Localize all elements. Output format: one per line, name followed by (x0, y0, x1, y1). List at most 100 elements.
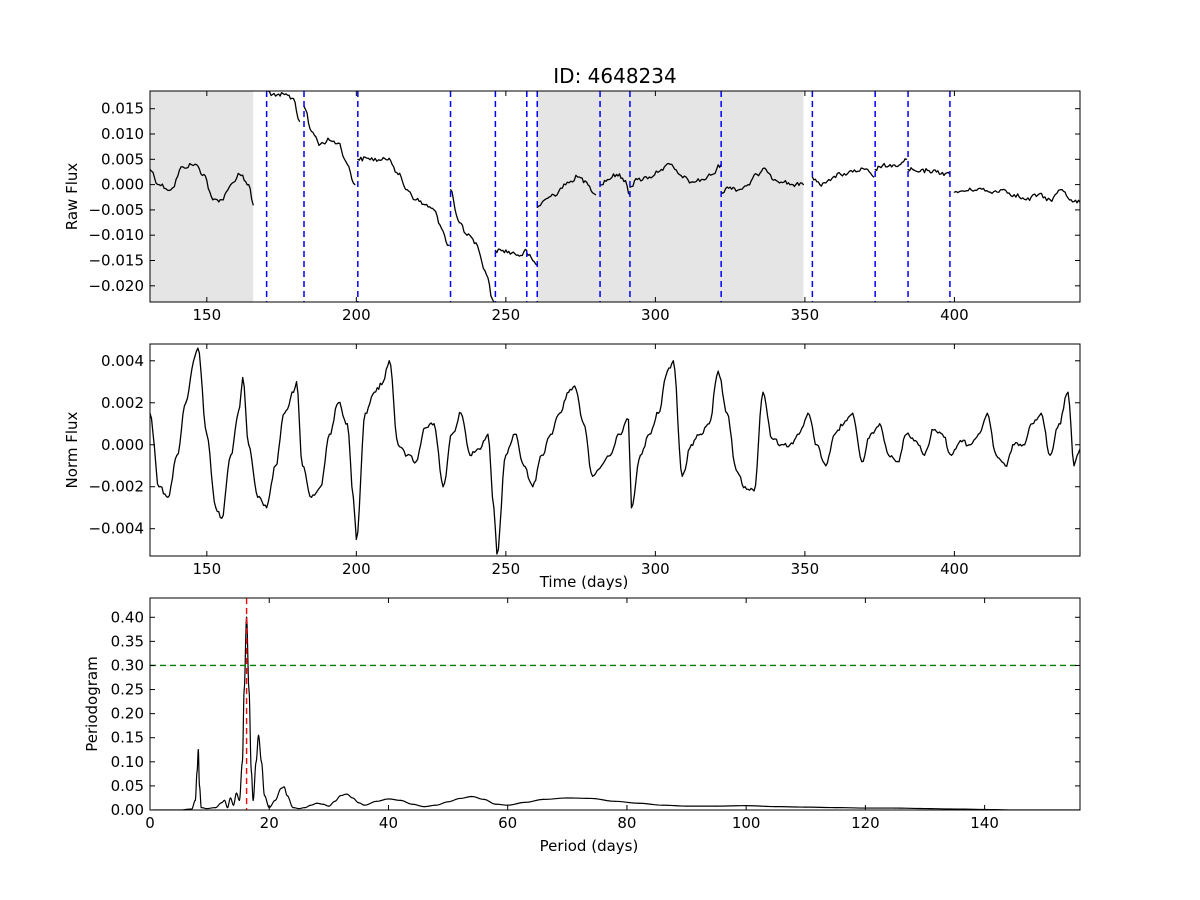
x-tick-label: 20 (260, 814, 279, 832)
x-tick-label: 350 (791, 306, 820, 324)
raw-flux-data-point (690, 181, 692, 183)
norm-flux-data-point (672, 360, 674, 362)
norm-flux-data-point (923, 454, 926, 456)
raw-flux-data-point (449, 189, 452, 191)
norm-flux-data-point (239, 406, 241, 408)
norm-flux-data-point (274, 465, 277, 467)
norm-flux-data-layer (150, 347, 1080, 555)
norm-flux-data-point (639, 454, 642, 456)
norm-flux-data-point (708, 423, 710, 425)
periodogram-data-point (685, 805, 688, 807)
x-tick-label: 400 (940, 306, 969, 324)
periodogram-data-point (304, 806, 306, 809)
norm-flux-data-point (242, 376, 244, 379)
y-tick-label: 0.25 (111, 681, 144, 699)
periodogram-data-point (566, 797, 568, 799)
periodogram-data-point (435, 804, 437, 806)
raw-flux-data-point (319, 143, 322, 145)
norm-flux-data-point (690, 444, 692, 446)
norm-flux-data-point (415, 460, 417, 463)
y-tick-label: −0.004 (88, 520, 144, 538)
norm-flux-data-point (382, 381, 384, 383)
y-tick-label: −0.005 (88, 201, 144, 219)
periodogram-data-point (220, 802, 223, 804)
periodogram-data-point (310, 804, 312, 806)
periodogram-series-line-0 (152, 616, 1080, 810)
raw-flux-data-point (424, 204, 426, 206)
norm-flux-data-point (206, 433, 208, 435)
norm-flux-data-point (328, 433, 331, 435)
norm-flux-data-point (681, 475, 683, 477)
periodogram-data-point (243, 688, 245, 691)
norm-flux-data-point (753, 490, 755, 492)
norm-flux-data-point (968, 444, 970, 446)
raw-flux-data-point (802, 184, 804, 186)
norm-flux-data-point (451, 433, 453, 435)
raw-flux-shaded-regions (150, 91, 804, 302)
norm-flux-data-point (493, 507, 495, 509)
figure-title: ID: 4648234 (553, 64, 676, 88)
periodogram-data-point (252, 799, 254, 801)
raw-flux-data-point (882, 164, 884, 166)
norm-flux-data-point (648, 433, 650, 435)
periodogram-data-point (894, 807, 896, 809)
norm-flux-data-point (532, 486, 534, 488)
periodogram-data-point (495, 803, 497, 805)
periodogram-data-point (614, 800, 616, 802)
norm-flux-data-point (1058, 423, 1060, 425)
x-tick-label: 150 (192, 306, 221, 324)
norm-flux-data-point (591, 475, 594, 477)
raw-flux-data-point (433, 209, 435, 211)
x-tick-label: 400 (940, 560, 969, 578)
periodogram-data-point (200, 806, 202, 809)
y-tick-label: 0.004 (101, 352, 144, 370)
raw-flux-data-point (536, 206, 538, 208)
periodogram-data-point (194, 799, 196, 801)
norm-flux-data-point (433, 423, 435, 425)
norm-flux-data-point (319, 486, 322, 488)
raw-flux-data-point (252, 204, 254, 206)
norm-flux-data-point (355, 538, 357, 540)
norm-flux-data-point (514, 433, 516, 435)
norm-flux-data-point (541, 454, 543, 456)
raw-flux-data-point (615, 173, 618, 176)
periodogram-data-point (245, 616, 248, 618)
y-tick-label: 0.015 (101, 100, 144, 118)
norm-flux-data-point (487, 433, 489, 435)
raw-flux-data-point (346, 163, 348, 165)
norm-flux-data-point (959, 439, 961, 442)
raw-flux-data-point (182, 166, 184, 168)
raw-flux-data-point (298, 120, 301, 122)
raw-flux-data-point (1025, 199, 1027, 201)
raw-flux-axes-frame (149, 90, 1081, 303)
periodogram-panel: 0 20 40 60 80 100 120 140 0.000.050.100.150.200… (83, 597, 1081, 855)
raw-flux-data-point (1001, 189, 1003, 191)
periodogram-data-point (399, 799, 401, 801)
periodogram-data-point (226, 806, 229, 809)
periodogram-data-point (283, 786, 285, 788)
norm-flux-data-point (744, 486, 746, 488)
y-tick-label: 0.005 (101, 150, 144, 168)
raw-flux-data-point (520, 254, 522, 257)
periodogram-markers (150, 598, 1080, 810)
raw-flux-data-point (397, 173, 399, 176)
norm-flux-data-point (185, 402, 187, 404)
norm-flux-data-point (600, 465, 603, 467)
norm-flux-data-point (977, 433, 979, 435)
norm-flux-data-point (283, 412, 286, 414)
periodogram-data-point (375, 800, 378, 802)
periodogram-data-point (197, 749, 199, 751)
raw-flux-data-point (1013, 194, 1015, 196)
norm-flux-data-point (1031, 423, 1033, 425)
raw-flux-data-point (891, 166, 893, 168)
periodogram-data-point (274, 799, 276, 801)
norm-flux-series-line-0 (150, 347, 1080, 555)
raw-flux-data-point (624, 179, 627, 182)
norm-flux-data-point (215, 507, 217, 509)
raw-flux-data-point (774, 178, 776, 181)
raw-flux-data-point (905, 158, 908, 160)
norm-flux-data-point (505, 454, 507, 456)
norm-flux-data-point (941, 433, 944, 435)
norm-flux-data-point (248, 444, 250, 446)
norm-flux-data-point (789, 444, 791, 446)
